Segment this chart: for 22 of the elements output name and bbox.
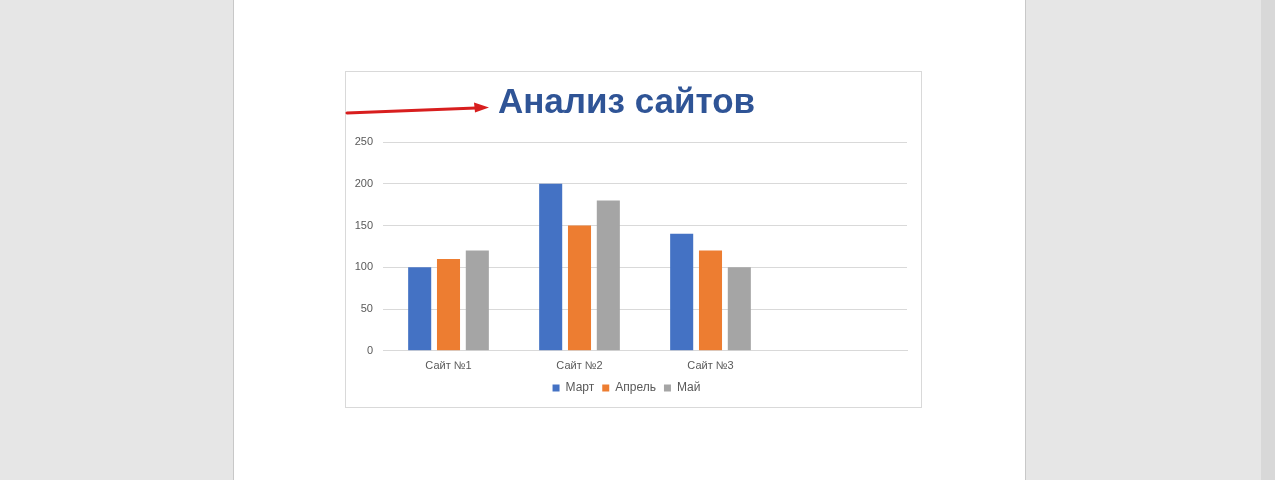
y-tick-label: 50	[360, 302, 373, 315]
chart-title: Анализ сайтов	[497, 80, 756, 120]
legend-label: Апрель	[615, 380, 656, 395]
bar	[596, 200, 620, 351]
bar	[408, 267, 432, 351]
bar	[539, 183, 563, 351]
bar	[567, 225, 592, 351]
bar	[698, 250, 723, 351]
y-tick-label: 0	[366, 343, 373, 356]
y-tick-label: 250	[354, 135, 373, 148]
y-tick-label: 100	[354, 260, 373, 273]
y-tick-label: 200	[354, 176, 373, 189]
bar	[670, 233, 694, 351]
bar	[727, 267, 751, 351]
x-tick-label: Сайт №1	[425, 359, 472, 372]
bar	[436, 258, 461, 351]
x-tick-label: Сайт №2	[556, 359, 603, 372]
legend-label: Март	[565, 380, 595, 395]
legend-label: Май	[676, 380, 701, 395]
y-tick-label: 150	[354, 218, 373, 231]
x-tick-label: Сайт №3	[687, 359, 734, 372]
bar	[465, 250, 489, 351]
